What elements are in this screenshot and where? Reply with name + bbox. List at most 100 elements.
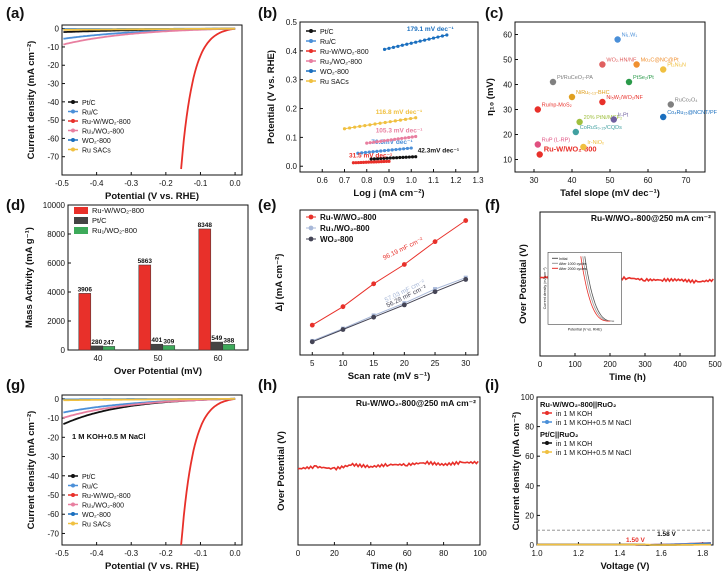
x-tick-label: 40 — [366, 549, 375, 558]
legend-marker — [71, 502, 75, 507]
y-tick-label: 20 — [525, 511, 534, 520]
legend-label: Ru-W/WO₂-800 — [92, 206, 144, 215]
point-label: CoRuS₀.₁₅/CQDs — [580, 125, 622, 131]
x-tick-label: 1.0 — [406, 176, 418, 185]
legend-swatch — [74, 217, 88, 224]
y-axis-label: η₁₀ (mV) — [485, 78, 496, 116]
legend-marker — [71, 512, 75, 516]
legend-marker — [71, 483, 75, 488]
scatter-point — [660, 66, 667, 73]
legend-marker — [545, 441, 549, 445]
legend-label: Ru/C — [82, 110, 98, 117]
bar-value-label: 5863 — [138, 258, 153, 265]
point-label: Co₄Ru₁₅@NCNT/PF — [667, 110, 717, 116]
legend-label: in 1 M KOH+0.5 M NaCl — [556, 450, 632, 457]
panel-label: (g) — [6, 377, 25, 394]
data-point — [433, 287, 438, 292]
legend-marker — [308, 214, 314, 220]
panel-label: (b) — [258, 5, 277, 22]
x-tick-label: 300 — [638, 360, 652, 369]
slope-label: 42.3mV dec⁻¹ — [418, 148, 459, 155]
bar-value-label: 247 — [103, 339, 114, 346]
point-label: Ni₅W₁/WO₂/NF — [606, 95, 643, 101]
series-line — [384, 34, 447, 50]
y-axis-label: Current density (mA cm⁻²) — [511, 412, 522, 531]
legend-label: Pt/C — [320, 29, 334, 36]
x-tick-label: 5 — [310, 359, 315, 368]
plot-frame — [61, 24, 243, 176]
y-tick-label: 0.3 — [286, 76, 298, 85]
legend-label: Ru/C — [82, 484, 98, 491]
data-point — [371, 314, 377, 320]
data-point — [371, 281, 377, 287]
legend-marker — [309, 59, 313, 63]
bar-value-label: 388 — [223, 337, 234, 344]
x-tick-label: 100 — [568, 360, 582, 369]
legend-swatch — [74, 207, 88, 214]
y-tick-label: -40 — [47, 472, 59, 481]
legend-label: Ru₁/WO₂-800 — [82, 503, 124, 510]
y-tick-label: 60 — [525, 452, 534, 461]
y-tick-label: 100 — [521, 393, 535, 402]
x-tick-label: 25 — [431, 359, 440, 368]
x-tick-label: 40 — [94, 354, 103, 363]
legend-label: Ru-W/WO₂-800 — [82, 493, 131, 500]
x-tick-label: 30 — [461, 359, 470, 368]
x-tick-label: -0.5 — [55, 549, 69, 558]
bar-value-label: 309 — [163, 339, 174, 346]
slope-label: 31.5 mV dec⁻¹ — [349, 152, 392, 159]
x-tick-label: 400 — [673, 360, 687, 369]
scatter-point — [572, 128, 579, 136]
legend-label: in 1 M KOH — [556, 441, 592, 448]
legend-label: WO₂-800 — [82, 512, 111, 519]
y-tick-label: 0.5 — [286, 18, 298, 27]
x-tick-label: 30 — [530, 176, 539, 185]
scatter-point — [580, 143, 587, 151]
panel-c: 30 40 50 60 70 10 20 30 40 50 60 Tafel slope (mV de… — [485, 5, 718, 199]
x-axis-label: Voltage (V) — [601, 561, 650, 572]
x-axis-label: Time (h) — [609, 372, 646, 383]
panel-title: Ru-W/WO₂-800@250 mA cm⁻² — [591, 213, 711, 223]
plot-frame — [539, 211, 716, 357]
inset-line — [580, 256, 611, 322]
legend-label: Ru₁/WO₂-800 — [92, 226, 137, 235]
x-axis-label: Scan rate (mV s⁻¹) — [348, 371, 431, 382]
legend-group-title: Pt/C||RuO₂ — [540, 430, 578, 439]
data-point — [414, 116, 418, 120]
x-tick-label: 100 — [473, 549, 487, 558]
series-line — [353, 160, 390, 164]
legend-marker — [545, 450, 549, 454]
data-point — [309, 322, 315, 328]
point-label: PtSe₂/Pt — [633, 75, 654, 81]
legend-label: WO₂-800 — [320, 235, 354, 244]
x-tick-label: 70 — [682, 176, 691, 185]
legend-label: Ru₁/WO₂-800 — [82, 129, 124, 136]
point-label: Pt₃Ni₃N — [667, 63, 686, 69]
point-label: 20% PtNi/MCF₂ — [584, 115, 623, 121]
y-tick-label: 80 — [525, 423, 534, 432]
series-line — [366, 136, 416, 144]
x-tick-label: -0.3 — [124, 179, 138, 188]
scatter-point — [614, 36, 621, 43]
legend-label: Ru SACs — [82, 522, 111, 529]
y-tick-label: 50 — [503, 56, 512, 65]
scatter-point — [610, 116, 617, 123]
x-axis-label: Over Potential (mV) — [114, 366, 202, 377]
legend-marker — [545, 420, 549, 424]
series-line — [63, 397, 236, 402]
x-tick-label: 0.0 — [230, 549, 242, 558]
slope-label: 179.1 mV dec⁻¹ — [407, 26, 454, 33]
legend-marker — [71, 138, 75, 142]
plot-frame — [299, 209, 479, 356]
series-line — [312, 220, 466, 326]
bar-value-label: 401 — [151, 337, 162, 344]
y-axis-label: Over Potential (V) — [276, 431, 287, 511]
x-tick-label: 0.6 — [317, 176, 329, 185]
legend-marker — [71, 100, 75, 104]
slope-label: 96.19 mF cm⁻² — [382, 236, 425, 262]
scatter-point — [667, 101, 674, 108]
x-tick-label: -0.1 — [194, 179, 208, 188]
legend-marker — [71, 474, 75, 478]
data-point — [463, 277, 469, 282]
y-tick-label: 6000 — [47, 259, 65, 268]
